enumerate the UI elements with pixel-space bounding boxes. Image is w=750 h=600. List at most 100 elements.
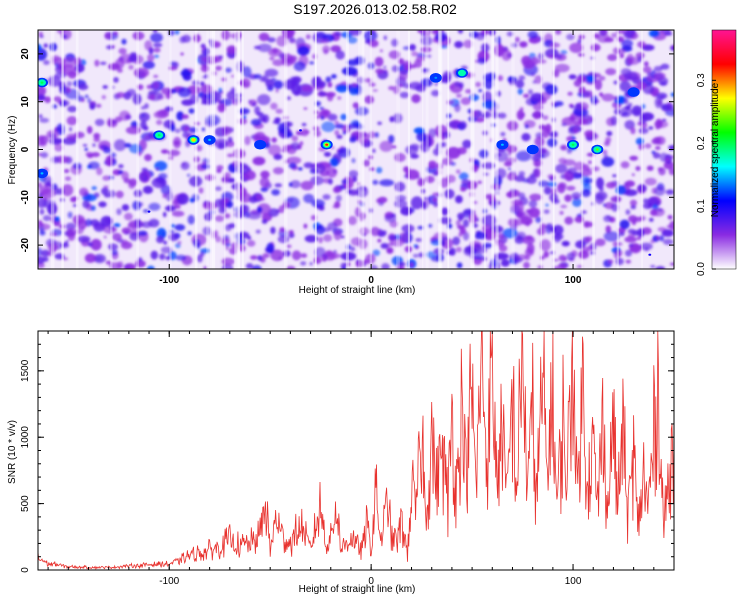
spectrogram-cell [480,256,488,261]
spectrogram-cell [176,111,184,121]
spectrogram-cell [250,255,258,260]
spectrogram-streak [552,30,555,269]
spectrogram-cell [113,32,118,35]
spectrogram-cell [605,68,617,76]
spectrogram-cell [305,34,311,40]
spectrogram-cell [446,146,461,159]
spectrogram-cell [114,116,123,123]
spectrogram-cell [589,242,597,251]
spectrogram-streak [110,30,113,269]
spectrogram-cell [290,180,301,189]
spectrogram-cell [82,200,90,209]
spectrogram-cell [165,190,173,202]
spectrogram-cell [132,200,142,211]
spectrogram-cell [221,176,230,183]
spectrogram-cell [616,30,625,34]
spectrogram-cell [394,181,406,192]
spectrogram-cell [325,76,332,83]
spectrogram-cell [257,43,272,53]
spectrogram-cell [605,181,616,189]
spectrogram-cell [450,162,456,166]
spectrogram-cell [137,230,148,236]
spectrogram-cell [279,227,286,233]
spectrogram-cell [78,84,89,91]
spectrogram-cell [629,199,638,207]
spectrogram-cell [143,209,149,213]
spectrogram-cell [173,140,180,146]
spectrogram-cell [540,255,545,260]
spectrogram-cell [388,50,401,60]
spectrogram-cell [381,263,390,269]
spectrogram-cell [158,173,168,180]
spectrogram-cell [357,182,361,186]
spectrogram-cell [363,30,378,42]
spectrogram-cell [612,241,619,248]
spectrogram-cell [96,167,103,176]
spectrogram-cell [382,230,387,236]
spectrogram-cell [643,66,652,74]
spectrogram-cell [321,38,330,44]
spectrogram-cell [54,72,67,79]
spectrogram-hotspot [299,129,302,132]
spectrogram-cell [161,149,169,154]
spectrogram-cell [121,227,131,234]
spectrogram-cell [182,114,189,119]
spectrogram-cell [521,112,526,117]
spectrogram-y-tick-label: -10 [20,190,31,205]
spectrogram-cell [225,224,232,232]
spectrogram-cell [603,153,608,160]
spectrogram-cell [644,61,649,67]
spectrogram-cell [571,172,583,179]
colorbar-label: Normalized spectral amplitude [710,82,721,217]
spectrogram-cell [516,109,525,121]
spectrogram-cell [604,37,614,43]
spectrogram-cell [495,36,501,44]
spectrogram-cell [331,74,337,79]
spectrogram-cell [605,136,612,143]
spectrogram-cell [537,59,547,64]
spectrogram-streak [206,30,209,269]
spectrogram-cell [651,138,660,145]
spectrogram-cell [337,96,342,100]
spectrogram-cell [455,169,461,174]
spectrogram-cell [595,238,606,247]
spectrogram-cell [557,183,566,194]
spectrogram-cell [221,237,231,246]
spectrogram-cell [409,44,416,51]
spectrogram-cell [606,130,613,137]
spectrogram-cell [630,127,636,135]
spectrogram-cell [177,240,182,245]
spectrogram-cell [379,179,395,187]
spectrogram-cell [168,149,181,157]
spectrogram-cell [500,132,506,137]
spectrogram-cell [218,55,223,59]
spectrogram-cell [338,147,351,158]
spectrogram-cell [590,95,598,104]
spectrogram-cell [610,195,622,203]
spectrogram-cell [627,56,640,65]
spectrogram-cell [238,108,250,115]
spectrogram-cell [200,164,211,170]
spectrogram-cell [618,231,625,237]
spectrogram-cell [613,249,621,259]
spectrogram-cell [126,88,136,96]
spectrogram-cell [532,103,544,111]
spectrogram-cell [94,256,103,262]
spectrogram-cell [278,205,285,214]
spectrogram-cell [456,93,462,98]
spectrogram-cell [171,224,175,228]
spectrogram-cell [564,216,574,225]
spectrogram-cell [670,262,674,266]
spectrogram-cell [528,36,540,44]
spectrogram-cell [400,206,413,216]
spectrogram-cell [336,134,343,139]
spectrogram-cell [326,167,338,178]
spectrogram-cell [221,257,235,266]
spectrogram-cell [215,65,222,71]
spectrogram-cell [547,54,555,58]
spectrogram-cell [576,75,587,83]
spectrogram-cell [121,38,127,45]
spectrogram-cell [578,34,585,40]
spectrogram-cell [256,194,262,200]
spectrogram-cell [93,137,101,143]
